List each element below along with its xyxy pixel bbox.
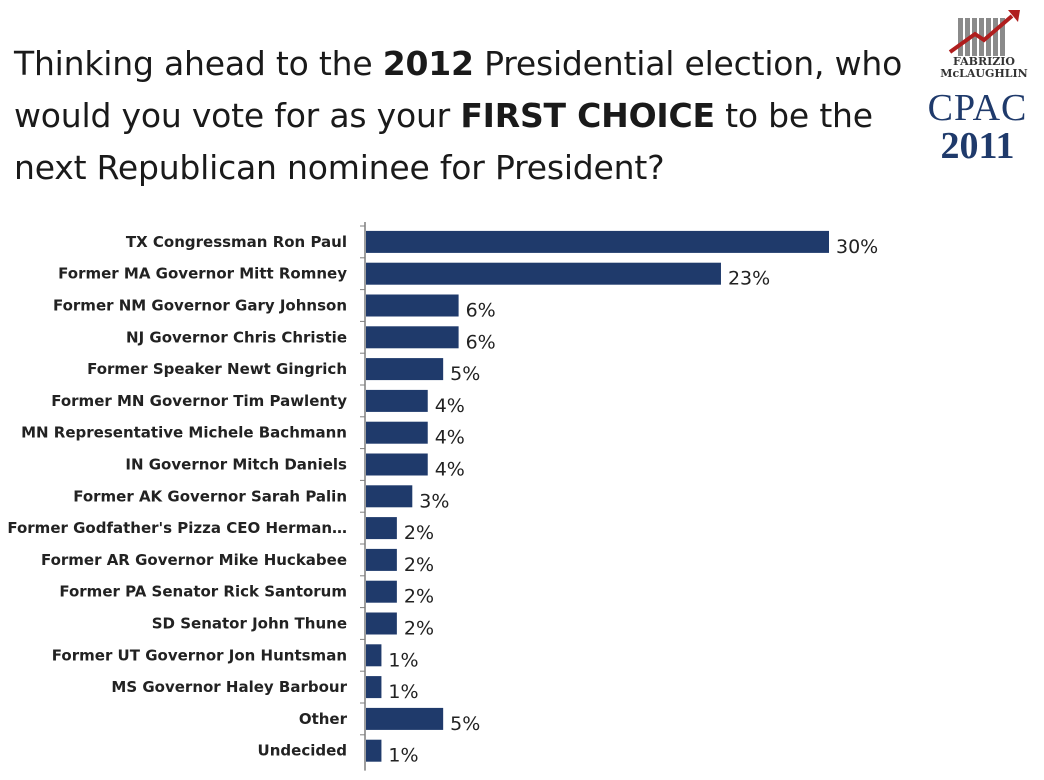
bar: [366, 517, 397, 540]
data-label: 2%: [404, 522, 434, 544]
cpac-wordmark: CPAC: [927, 87, 1028, 129]
rising-arrow-icon: [948, 10, 1020, 56]
category-label: Former Godfather's Pizza CEO Herman…: [7, 519, 347, 537]
bar: [366, 580, 397, 603]
category-label: NJ Governor Chris Christie: [126, 328, 347, 346]
cpac-year: 2011: [940, 125, 1015, 167]
data-label: 1%: [388, 649, 418, 671]
title-text-1: Thinking ahead to the: [14, 44, 383, 83]
bar: [366, 739, 382, 762]
data-label: 6%: [466, 300, 496, 322]
data-label: 2%: [404, 618, 434, 640]
data-label: 2%: [404, 586, 434, 608]
firm-name-line1: FABRIZIO: [952, 55, 1016, 68]
sponsor-logo: FABRIZIO McLAUGHLIN CPAC 2011: [920, 8, 1035, 168]
bar: [366, 676, 382, 699]
category-label: TX Congressman Ron Paul: [126, 233, 347, 251]
category-label: MN Representative Michele Bachmann: [21, 424, 347, 442]
bar: [366, 294, 459, 317]
bar: [366, 707, 444, 730]
category-label: Undecided: [258, 742, 347, 760]
data-label: 5%: [450, 363, 480, 385]
data-label: 2%: [404, 554, 434, 576]
data-label: 3%: [419, 490, 449, 512]
bar: [366, 612, 397, 635]
category-label: Other: [299, 710, 348, 728]
category-label: Former Speaker Newt Gingrich: [87, 360, 347, 378]
category-label: SD Senator John Thune: [152, 615, 347, 633]
title-text-3: to be the next Republican nominee for Pr…: [14, 96, 873, 187]
category-label: IN Governor Mitch Daniels: [125, 456, 347, 474]
bar: [366, 453, 428, 476]
category-label: Former NM Governor Gary Johnson: [53, 297, 347, 315]
bar: [366, 358, 444, 381]
bar: [366, 230, 829, 253]
data-label: 23%: [728, 268, 770, 290]
firm-name: FABRIZIO McLAUGHLIN: [928, 56, 1040, 80]
data-label: 6%: [466, 331, 496, 353]
category-label: Former PA Senator Rick Santorum: [59, 583, 347, 601]
bar-chart: TX Congressman Ron Paul 30% Former MA Gove…: [7, 222, 878, 771]
category-label: Former MA Governor Mitt Romney: [58, 265, 347, 283]
data-label: 4%: [435, 459, 465, 481]
bar: [366, 485, 413, 508]
title-bold-year: 2012: [382, 44, 474, 83]
data-label: 4%: [435, 427, 465, 449]
data-label: 1%: [388, 745, 418, 767]
data-label: 5%: [450, 713, 480, 735]
data-label: 1%: [388, 681, 418, 703]
bar: [366, 262, 721, 285]
title-text-2: Presidential election, who would you vot…: [14, 44, 903, 135]
title-bold-first-choice: FIRST CHOICE: [460, 96, 715, 135]
data-label: 4%: [435, 395, 465, 417]
category-label: Former AK Governor Sarah Palin: [73, 487, 347, 505]
data-label: 30%: [836, 236, 878, 258]
category-label: Former UT Governor Jon Huntsman: [52, 646, 347, 664]
firm-name-line2: McLAUGHLIN: [940, 67, 1028, 80]
bar: [366, 644, 382, 667]
chart-title: Thinking ahead to the 2012 Presidential …: [14, 38, 914, 194]
bar: [366, 548, 397, 571]
category-label: Former MN Governor Tim Pawlenty: [51, 392, 347, 410]
bar: [366, 421, 428, 444]
category-label: MS Governor Haley Barbour: [111, 678, 347, 696]
category-label: Former AR Governor Mike Huckabee: [41, 551, 347, 569]
bar: [366, 389, 428, 412]
bar: [366, 326, 459, 349]
